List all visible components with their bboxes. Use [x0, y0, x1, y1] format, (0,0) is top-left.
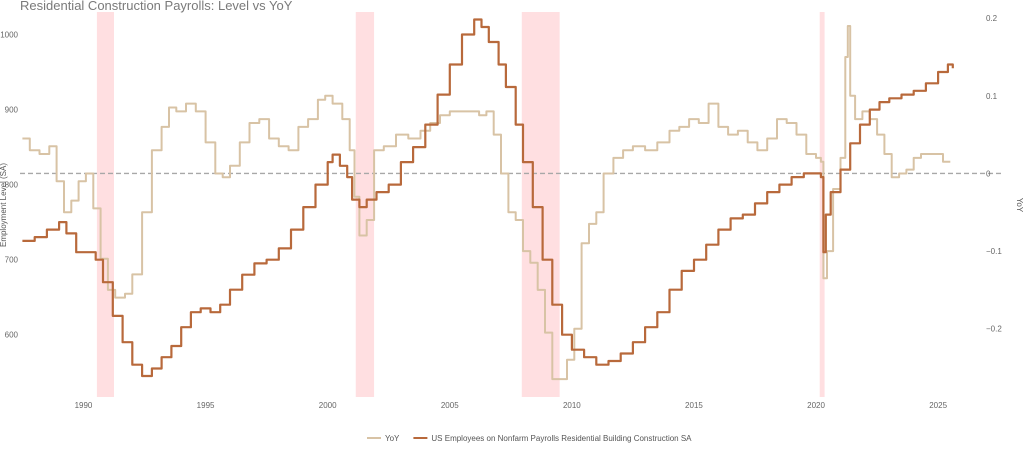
series-layer [22, 18, 954, 381]
x-axis-ticks: 1990 1995 2000 2005 2010 2015 2020 2025 [75, 401, 948, 410]
y-left-tick-label: 700 [5, 256, 19, 265]
y-right-tick-label: −0.1 [986, 247, 1002, 256]
x-tick-label: 2015 [685, 401, 703, 410]
x-tick-label: 2010 [563, 401, 581, 410]
y-axis-left-ticks: 600 700 800 900 1000 [0, 31, 18, 340]
legend-label-1: YoY [385, 434, 400, 443]
recession-band-4 [819, 12, 825, 397]
x-tick-label: 1990 [75, 401, 93, 410]
chart-title: Residential Construction Payrolls: Level… [20, 0, 293, 13]
x-tick-label: 2005 [441, 401, 459, 410]
y-axis-left-title: Employment Level (SA) [0, 163, 8, 247]
y-right-tick-label: 0 [986, 169, 991, 178]
legend: YoY US Employees on Nonfarm Payrolls Resi… [367, 434, 692, 443]
x-tick-label: 1995 [197, 401, 215, 410]
series-line-employment-level [22, 18, 954, 378]
series-line-yoy [22, 25, 951, 381]
y-left-tick-label: 600 [5, 331, 19, 340]
y-right-tick-label: −0.2 [986, 325, 1002, 334]
x-tick-label: 2025 [929, 401, 947, 410]
y-left-tick-label: 800 [5, 181, 19, 190]
recession-band-2 [355, 12, 375, 397]
x-tick-label: 2000 [319, 401, 337, 410]
legend-label-2: US Employees on Nonfarm Payrolls Residen… [431, 434, 692, 443]
x-tick-label: 2020 [807, 401, 825, 410]
y-right-tick-label: 0.2 [986, 14, 998, 23]
recession-band-3 [521, 12, 560, 397]
y-right-tick-label: 0.1 [986, 92, 998, 101]
y-left-tick-label: 900 [5, 106, 19, 115]
recession-band-1 [96, 12, 115, 397]
y-left-tick-label: 1000 [0, 31, 18, 40]
recession-bands [96, 12, 825, 397]
y-axis-right-ticks: −0.2 −0.1 0 0.1 0.2 [986, 14, 1002, 333]
y-axis-right-title: YoY [1015, 198, 1024, 213]
